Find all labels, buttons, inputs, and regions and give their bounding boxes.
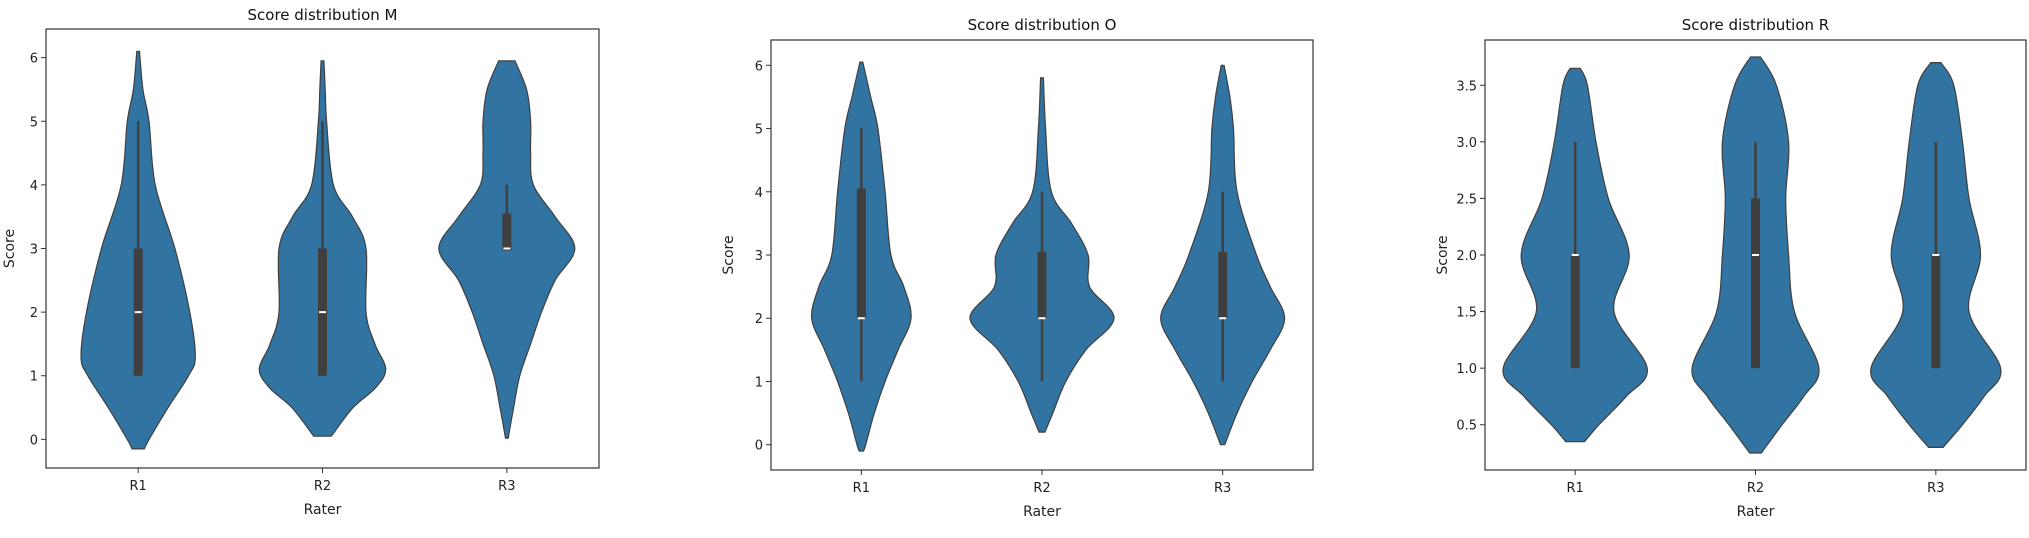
x-axis-label: Rater [1737,504,1775,520]
chart-title: Score distribution O [968,16,1117,34]
x-tick-label: R3 [1927,481,1944,496]
y-tick-label: 3 [755,249,763,264]
y-tick-label: 3 [30,243,38,258]
y-tick-label: 3.5 [1456,79,1477,94]
violin-R1 [80,50,196,450]
chart-panel-3: 0.5 1.0 1.5 2.0 2.5 3.0 3.5 R1 R2 R3 Score distrib… [1435,16,2027,520]
violin-iqr-box [1570,255,1580,369]
y-tick-label: 2 [30,306,38,321]
violin-R2 [969,77,1115,433]
y-tick-label: 6 [30,52,38,67]
violin-R2 [258,60,387,437]
violin-R3 [1870,62,2002,448]
violin-R1 [1502,67,1648,443]
y-axis-label: Score [721,235,737,274]
y-tick-label: 1 [755,375,763,390]
y-tick-label: 2.5 [1456,192,1477,207]
y-axis-label: Score [2,229,18,268]
x-tick-label: R3 [1214,481,1231,496]
chart-title: Score distribution M [248,6,398,24]
chart-panel-2: 0 1 2 3 4 5 6 R1 R2 R3 Score distribution O Rater Sc… [721,16,1314,520]
chart-panel-1: 0 1 2 3 4 5 6 R1 R2 R3 Score distribution M Rater Sc… [2,6,600,518]
y-tick-label: 5 [755,123,763,138]
x-tick-label: R1 [853,481,870,496]
violin-R3 [1160,64,1286,446]
y-tick-label: 6 [755,59,763,74]
x-tick-label: R2 [1033,481,1050,496]
violin-iqr-box [1037,251,1047,319]
violin-iqr-box [856,188,866,319]
y-tick-label: 5 [30,115,38,130]
x-tick-label: R1 [1567,481,1584,496]
y-tick-label: 0 [30,433,38,448]
y-axis-label: Score [1435,235,1451,274]
x-axis-label: Rater [304,502,342,518]
y-tick-label: 4 [30,179,38,194]
violin-R3 [438,60,576,439]
y-tick-label: 1 [30,370,38,385]
y-tick-label: 4 [755,186,763,201]
y-tick-label: 2 [755,312,763,327]
violin-R2 [1691,56,1820,454]
y-tick-label: 3.0 [1456,136,1477,151]
violin-R1 [810,61,912,452]
y-tick-label: 1.5 [1456,306,1477,321]
x-tick-label: R1 [130,479,147,494]
y-tick-label: 0 [755,439,763,454]
y-tick-label: 0.5 [1456,419,1477,434]
violin-iqr-box [1218,251,1228,319]
y-tick-label: 1.0 [1456,362,1477,377]
violin-iqr-box [1931,255,1941,369]
violin-iqr-box [502,213,512,251]
chart-title: Score distribution R [1682,16,1829,34]
violin-iqr-box [1751,198,1760,369]
x-axis-label: Rater [1023,504,1061,520]
x-tick-label: R2 [1747,481,1764,496]
x-tick-label: R3 [498,479,515,494]
y-tick-label: 2.0 [1456,249,1477,264]
x-tick-label: R2 [314,479,331,494]
